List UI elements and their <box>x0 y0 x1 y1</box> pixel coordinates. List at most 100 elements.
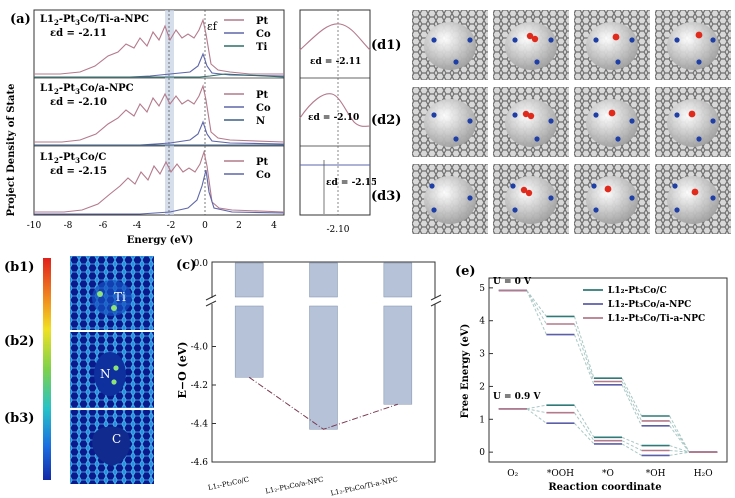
legend-ti: Ti <box>256 42 267 53</box>
charge-label-n: N <box>100 367 111 381</box>
legend-co: Co <box>256 170 271 181</box>
chart-e-connector <box>573 316 595 379</box>
chart-e-connector <box>573 412 595 441</box>
chart-c-frame <box>211 261 436 463</box>
legend-pt: Pt <box>256 157 269 168</box>
pdos-xticks: -10 -8 -6 -4 -2 0 2 4 <box>27 221 277 231</box>
chart-e-connector <box>573 334 595 385</box>
chart-e-connector <box>621 440 642 451</box>
chart-e-xtick: *OOH <box>547 469 574 479</box>
chart-e-connector <box>526 404 547 410</box>
chart-e-connector <box>526 290 547 335</box>
colorbar <box>43 258 51 480</box>
chart-e-connector <box>669 420 690 453</box>
pdos-xtick: 2 <box>236 221 242 231</box>
pdos-legends: Pt Co Ti Pt Co N Pt Co <box>224 16 271 181</box>
chart-e-ytick: 0 <box>479 448 485 458</box>
chart-e-ylabel: Free Energy (eV) <box>460 324 471 419</box>
binding-energy-chart: E−O (eV) 0.0 -4.0 -4.2 -4.4 -4.6 L1₂-Pt₃Co/C… <box>176 259 442 498</box>
pdos2-title: L12-Pt3Co/a-NPC <box>40 83 134 96</box>
panel-d1-label: (d1) <box>371 38 402 53</box>
pdos2-co-curve <box>34 120 285 146</box>
pdos3-pt-curve <box>34 149 285 213</box>
chart-c-break-mark <box>205 294 217 301</box>
legend-pt: Pt <box>256 90 269 101</box>
chart-e-annotation-u0: U = 0 V <box>493 277 532 287</box>
chart-c-ylabel: E−O (eV) <box>176 342 189 399</box>
chart-c-bar <box>383 305 413 405</box>
chart-c-break-mark <box>430 300 442 307</box>
chart-e-xlabel: Reaction coordinate <box>548 482 661 493</box>
chart-e-connector <box>526 290 547 317</box>
chart-c-bar-upper <box>383 262 413 298</box>
pdos-ylabel: Project Density of State <box>6 83 17 216</box>
pdos1-ed: εd = -2.11 <box>50 28 107 39</box>
chart-c-trend-line <box>248 376 398 430</box>
zoom3-ed: εd = -2.15 <box>326 178 376 188</box>
chart-e-connector <box>526 408 547 414</box>
chart-e-xtick: *O <box>602 469 614 479</box>
chart-e-connector <box>573 323 595 382</box>
chart-c-ytick: 0.0 <box>194 259 209 269</box>
chart-e-connector <box>526 290 547 325</box>
panel-b3-label: (b3) <box>4 411 35 426</box>
chart-e-legend-label: L1₂-Pt₃Co/C <box>608 286 667 296</box>
chart-e-ytick: 4 <box>479 317 485 327</box>
chart-e-connector <box>526 408 547 424</box>
adsorption-structures <box>412 10 731 234</box>
chart-c-ytick: -4.2 <box>191 381 208 391</box>
chart-c-xtick: L1₂-Pt₃Co/C <box>207 475 250 492</box>
panel-c-label: (c) <box>176 258 197 273</box>
pdos1-title: L12-Pt3Co/Ti-a-NPC <box>40 14 149 27</box>
panel-d3-label: (d3) <box>371 189 402 204</box>
chart-c-bar <box>309 305 338 430</box>
chart-e-xtick: *OH <box>646 469 666 479</box>
charge-label-ti: Ti <box>114 290 126 304</box>
chart-c-axis-break <box>208 298 439 304</box>
legend-pt: Pt <box>256 16 269 27</box>
pdos1-pt-curve <box>34 18 284 75</box>
pdos1-co-curve <box>34 52 285 78</box>
pdos-xtick: 4 <box>271 221 277 231</box>
zoom2-ed: εd = -2.10 <box>308 113 359 123</box>
chart-c-xtick: L1₂-Pt₃Co/Ti-a-NPC <box>330 475 399 497</box>
chart-e-xtick: H₂O <box>694 469 713 479</box>
chart-c-break-mark <box>430 294 442 301</box>
chart-e-ytick: 3 <box>479 350 485 360</box>
chart-e-ytick: 5 <box>479 284 485 294</box>
chart-e-connector <box>669 415 690 453</box>
zoom1-ed: εd = -2.11 <box>310 57 361 67</box>
chart-e-ytick: 1 <box>479 415 485 425</box>
pdos-xtick: -10 <box>27 221 42 231</box>
chart-e-xtick: O₂ <box>507 469 518 479</box>
panel-b2-label: (b2) <box>4 334 35 349</box>
charge-density-map <box>70 256 154 484</box>
chart-e-connector <box>669 451 690 456</box>
chart-c-xtick: L1₂-Pt₃Co/a-NPC <box>265 475 325 495</box>
chart-c-break-mark <box>205 300 217 307</box>
legend-co: Co <box>256 103 271 114</box>
legend-n: N <box>256 116 265 127</box>
pdos-chart: Project Density of State εf -10 -8 -6 -4… <box>6 9 285 246</box>
pdos-zoom-panel: εd = -2.11 εd = -2.10 εd = -2.15 -2.10 <box>299 9 376 235</box>
free-energy-chart: (e) Free Energy (eV) Reaction coordinate… <box>455 264 728 493</box>
pdos3-title: L12-Pt3Co/C <box>40 152 107 165</box>
panel-e-label: (e) <box>455 264 476 279</box>
chart-c-bar-upper <box>309 262 338 298</box>
zoom1-curve <box>299 23 371 51</box>
chart-e-connector <box>621 381 643 422</box>
ed-highlight-band <box>165 10 174 215</box>
legend-co: Co <box>256 29 271 40</box>
chart-c-ytick: -4.0 <box>191 343 209 353</box>
pdos1-ti-curve <box>34 73 285 78</box>
pdos-xtick: 0 <box>202 221 208 231</box>
chart-e-legend-label: L1₂-Pt₃Co/a-NPC <box>608 300 691 310</box>
chart-e-connector <box>621 443 642 456</box>
chart-c-bar-upper <box>234 262 264 298</box>
pdos-xlabel: Energy (eV) <box>127 235 193 246</box>
charge-label-c: C <box>112 432 122 446</box>
chart-c-bar <box>234 305 264 378</box>
pdos-xtick: -4 <box>133 221 142 231</box>
chart-e-connector <box>621 377 643 417</box>
chart-e-connector <box>621 436 642 447</box>
